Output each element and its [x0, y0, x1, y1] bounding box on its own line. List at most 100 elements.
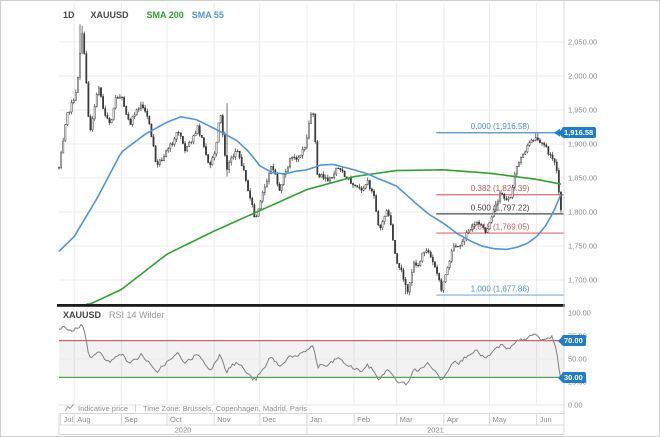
candle-body: [289, 158, 291, 168]
indicative-price-label: Indicative price: [78, 403, 129, 413]
candle-body: [192, 135, 195, 143]
candle-body: [417, 264, 420, 267]
candle-body: [255, 215, 258, 218]
candle-body: [188, 141, 191, 147]
candle-body: [280, 184, 283, 191]
panel-separator[interactable]: [57, 304, 565, 307]
indicative-price-icon: [65, 404, 74, 412]
candle-body: [488, 222, 491, 229]
candle-body: [528, 142, 531, 146]
candle-body: [509, 197, 512, 199]
candle-body: [158, 159, 161, 165]
candle-body: [434, 261, 436, 268]
candle-body: [161, 159, 163, 161]
candle-body: [341, 169, 344, 172]
rsi-line[interactable]: [58, 323, 562, 386]
sma200-legend[interactable]: SMA 200: [146, 10, 184, 20]
candle-body: [173, 138, 176, 145]
candle-body: [457, 245, 459, 248]
candle-body: [465, 232, 468, 239]
candle-body: [455, 245, 457, 247]
candle-body: [427, 250, 430, 253]
sma55-line[interactable]: [58, 116, 562, 253]
sma55-legend[interactable]: SMA 55: [191, 10, 224, 20]
candle-body: [404, 279, 407, 285]
price-tick-label: 1,900.00: [568, 140, 597, 149]
candle-body: [137, 108, 140, 110]
candle-body: [123, 97, 126, 107]
price-tick-label: 1,850.00: [568, 174, 597, 183]
candle-body: [144, 107, 147, 112]
candle-body: [148, 115, 151, 125]
candle-body: [373, 190, 375, 196]
candle-body: [423, 251, 426, 254]
candle-body: [337, 167, 340, 170]
candle-body: [494, 203, 497, 211]
symbol-label[interactable]: XAUUSD: [90, 10, 129, 20]
candle-body: [251, 197, 254, 206]
candle-body: [333, 173, 336, 178]
rsi-lower-badge[interactable]: 30.00: [562, 372, 586, 383]
rsi-indicator-label[interactable]: RSI 14 Wilder: [109, 310, 165, 320]
candle-body: [282, 174, 285, 185]
candle-body: [299, 154, 302, 158]
candle-body: [515, 166, 518, 175]
candle-body: [452, 245, 455, 252]
price-tick-label: 2,050.00: [568, 38, 597, 47]
candle-body: [293, 156, 296, 159]
timeframe-label[interactable]: 1D: [63, 10, 75, 20]
candle-body: [324, 177, 327, 179]
candle-body: [551, 154, 554, 160]
candle-body: [408, 282, 411, 293]
candle-body: [312, 113, 315, 115]
candle-body: [310, 114, 312, 124]
fib-label: 0.382 (1,825.39): [471, 184, 530, 193]
candle-body: [79, 52, 81, 78]
candle-body: [371, 188, 373, 192]
candle-body: [308, 123, 310, 139]
candle-body: [110, 119, 113, 123]
candle-body: [224, 134, 226, 156]
candle-body: [440, 279, 443, 291]
month-label: Oct: [170, 415, 183, 424]
candle-body: [339, 168, 342, 171]
candle-body: [419, 260, 422, 266]
candle-body: [72, 100, 75, 103]
sma200-line[interactable]: [86, 169, 562, 305]
price-tick-label: 1,750.00: [568, 242, 597, 251]
chart-legend: 1D XAUUSD SMA 200 SMA 55: [63, 10, 224, 20]
candle-body: [207, 154, 210, 163]
candle-body: [154, 145, 157, 162]
candle-body: [375, 195, 378, 212]
candle-body: [368, 180, 371, 190]
fib-high-price-badge[interactable]: 1,916.58: [562, 127, 597, 138]
candles-series[interactable]: [58, 24, 562, 296]
candle-body: [140, 104, 142, 109]
candle-body: [167, 148, 170, 152]
candle-body: [446, 267, 449, 275]
candle-body: [217, 122, 220, 143]
candle-body: [486, 228, 489, 233]
fib-label: 0.618 (1,769.05): [471, 223, 530, 232]
candle-body: [270, 166, 273, 174]
candle-body: [484, 227, 487, 233]
candle-body: [480, 224, 483, 226]
candle-body: [112, 107, 115, 120]
candle-body: [209, 162, 212, 166]
candle-body: [560, 191, 562, 211]
candle-body: [236, 150, 239, 153]
rsi-upper-badge[interactable]: 70.00: [562, 335, 586, 346]
candle-body: [249, 190, 252, 199]
candle-body: [545, 144, 548, 147]
candle-body: [335, 167, 338, 175]
candle-body: [316, 141, 319, 175]
candle-body: [507, 197, 510, 200]
candle-body: [196, 125, 199, 134]
candle-body: [77, 76, 79, 93]
candle-body: [511, 187, 514, 198]
candle-body: [413, 262, 415, 273]
time-zone-label: Time Zone: Brussels, Copenhagen, Madrid,…: [143, 403, 307, 413]
candle-body: [526, 145, 529, 153]
candle-body: [297, 156, 300, 160]
